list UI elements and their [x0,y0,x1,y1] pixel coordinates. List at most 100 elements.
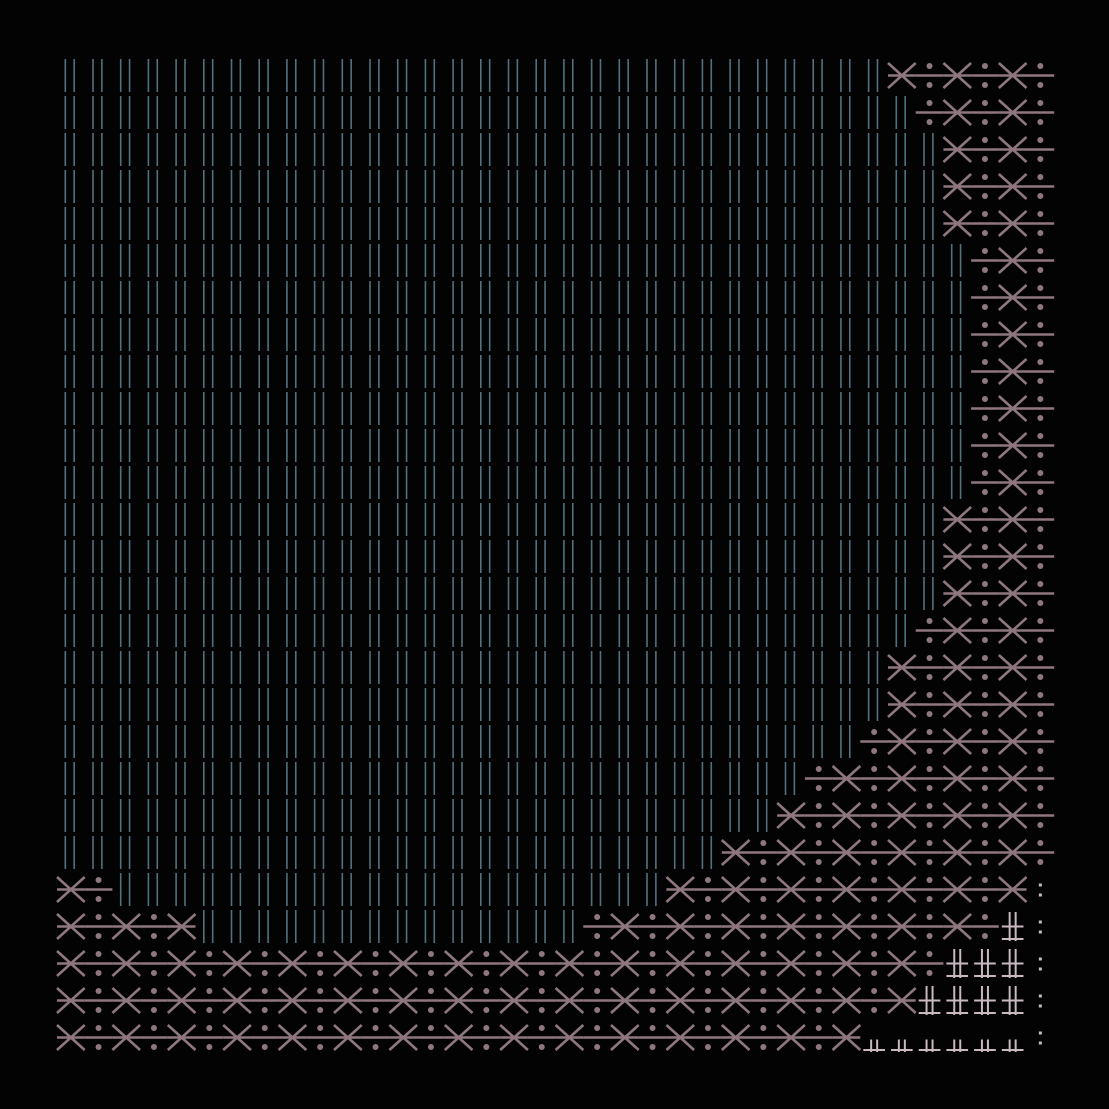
dot [981,248,988,254]
dot [1038,1041,1042,1045]
dot [150,951,157,957]
glyph-row [64,799,1055,832]
dot [760,1044,767,1050]
dot [1037,766,1044,772]
dot [1037,267,1044,273]
dot [1037,748,1044,754]
dot [1037,100,1044,106]
dot [150,914,157,920]
dot [483,951,490,957]
dot [206,1044,213,1050]
dot [926,951,933,957]
dot [704,988,711,994]
dot [1038,893,1042,897]
dot [1037,785,1044,791]
dot [649,1007,656,1013]
dot [1038,967,1042,971]
dot [261,1007,268,1013]
dot [427,988,434,994]
dot [1037,711,1044,717]
dot [1037,193,1044,199]
glyph-row [64,466,1055,499]
dot [926,711,933,717]
glyph-row [64,133,1055,166]
dot [760,1007,767,1013]
dot [926,119,933,125]
dot [150,988,157,994]
dot [981,600,988,606]
dot [483,970,490,976]
dot [1037,470,1044,476]
dot [815,970,822,976]
dot [926,970,933,976]
dot [981,137,988,143]
dot [1037,803,1044,809]
dot [815,1007,822,1013]
dot [981,119,988,125]
dot [1037,822,1044,828]
dot [1037,674,1044,680]
dot [1037,322,1044,328]
dot [206,1025,213,1031]
dot [1037,859,1044,865]
dot [704,896,711,902]
dot [150,1007,157,1013]
dot [815,896,822,902]
glyph-row [64,244,1055,277]
dot [981,415,988,421]
dot [372,951,379,957]
dot [206,1007,213,1013]
dot [594,1025,601,1031]
dot [981,618,988,624]
dot [1037,119,1044,125]
dot [649,970,656,976]
dot [871,914,878,920]
dot [594,951,601,957]
dot [649,988,656,994]
dot [594,970,601,976]
dot [1038,957,1042,961]
dot [815,785,822,791]
dot [95,970,102,976]
dot [981,193,988,199]
dot [871,1007,878,1013]
dot [150,1025,157,1031]
glyph-row [56,910,1042,943]
dot [1037,729,1044,735]
dot [538,988,545,994]
glyph-row [56,873,1042,906]
dot [981,433,988,439]
dot [981,489,988,495]
dot [815,988,822,994]
dot [981,933,988,939]
dot [538,951,545,957]
dot [483,1007,490,1013]
dot [1037,600,1044,606]
dot [1038,883,1042,887]
dot [871,803,878,809]
dot [427,1044,434,1050]
glyph-row [56,1024,1042,1052]
dot [538,970,545,976]
dot [1038,1031,1042,1035]
glyph-row [64,59,1055,92]
dot [649,1044,656,1050]
dot [981,174,988,180]
dot [704,914,711,920]
dot [981,803,988,809]
dot [704,1025,711,1031]
glyph-row [64,762,1055,795]
dot [95,1044,102,1050]
dot [815,951,822,957]
dot [926,896,933,902]
dot [926,840,933,846]
glyph-row [64,725,1055,758]
dot [1037,285,1044,291]
dot [815,877,822,883]
dot [150,970,157,976]
dot [1037,174,1044,180]
dot [981,581,988,587]
dot [483,1044,490,1050]
dot [95,1007,102,1013]
